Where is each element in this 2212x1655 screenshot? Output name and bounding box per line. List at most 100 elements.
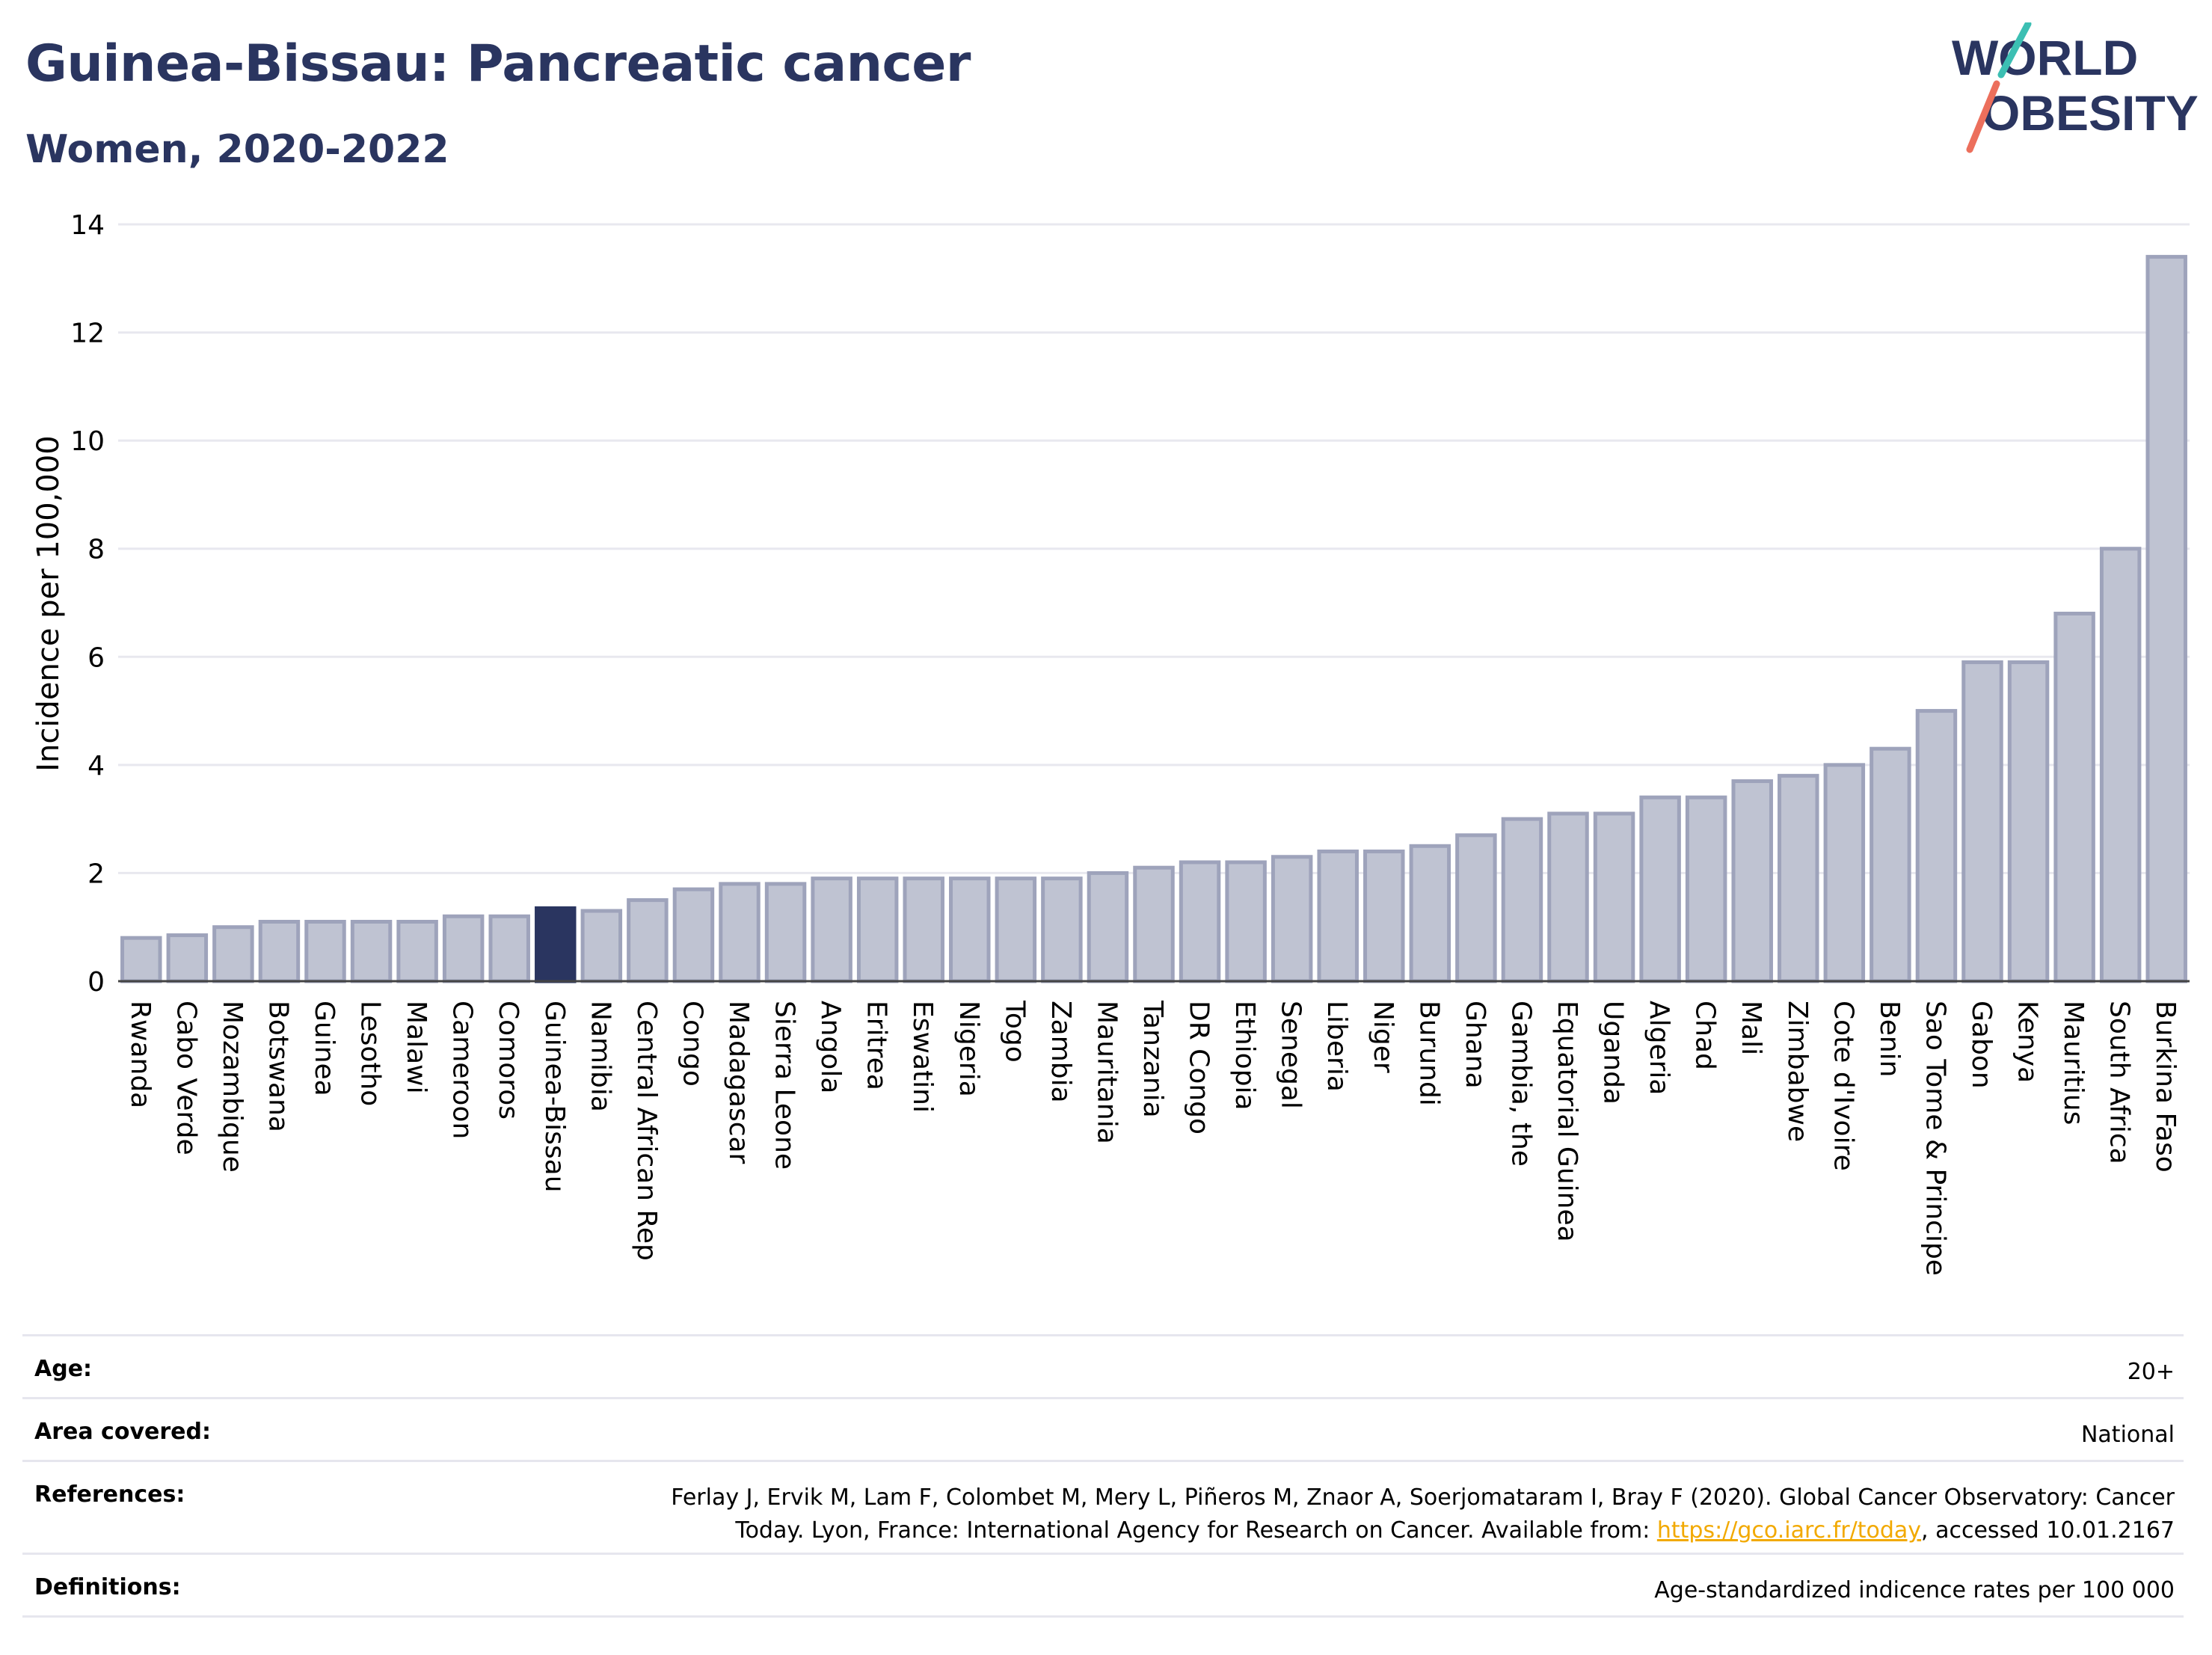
y-tick-label: 14 [70, 210, 105, 241]
x-tick-label: Togo [999, 1000, 1030, 1063]
bar-liberia [1317, 850, 1359, 983]
x-tick-label: Liberia [1321, 1001, 1352, 1092]
bar-cote-d-ivoire [1823, 763, 1866, 983]
x-tick-label: Namibia [585, 1001, 615, 1112]
x-tick-label: Algeria [1644, 1001, 1674, 1096]
bar-tanzania [1133, 865, 1175, 983]
x-tick-label: Uganda [1598, 1001, 1629, 1105]
x-tick-label: Mauritania [1091, 1001, 1122, 1144]
bar-gabon [1961, 660, 2003, 983]
x-tick-label: Equatorial Guinea [1552, 1001, 1582, 1242]
y-tick-label: 0 [87, 967, 105, 998]
x-tick-label: Guinea-Bissau [539, 1001, 570, 1193]
x-tick-label: Ethiopia [1229, 1001, 1260, 1111]
x-tick-labels: Rwanda Cabo Verde Mozambique Botswana Guinea… [125, 1000, 2181, 1276]
bar-uganda [1593, 811, 1635, 983]
bar-senegal [1271, 855, 1313, 983]
chart-title: Guinea-Bissau: Pancreatic cancer [25, 34, 971, 93]
x-tick-label: South Africa [2104, 1001, 2135, 1164]
bar-sierra-leone [764, 882, 807, 983]
bar-congo [672, 887, 715, 983]
bar-eritrea [856, 876, 899, 983]
x-tick-label: Gambia, the [1505, 1001, 1536, 1167]
y-tick-labels: 0 2 4 6 8 10 12 14 [70, 210, 105, 998]
logo-line2: OBESITY [1982, 85, 2199, 141]
definitions-value: Age-standardized indicence rates per 100… [1654, 1577, 2175, 1603]
x-tick-label: Zambia [1045, 1001, 1076, 1103]
bar-botswana [258, 919, 301, 983]
x-tick-label: Botswana [262, 1001, 293, 1132]
x-tick-label: Benin [1874, 1001, 1905, 1077]
x-tick-label: Eswatini [907, 1001, 938, 1113]
x-tick-label: Burkina Faso [2150, 1001, 2181, 1173]
x-tick-label: Madagascar [723, 1001, 754, 1164]
bar-eswatini [903, 876, 944, 983]
age-value: 20+ [2127, 1359, 2175, 1385]
x-tick-label: Nigeria [953, 1001, 984, 1097]
x-tick-label: Guinea [309, 1001, 340, 1096]
bar-zimbabwe [1778, 773, 1819, 983]
x-tick-label: Sierra Leone [769, 1001, 800, 1170]
bar-namibia [580, 909, 623, 983]
references-line2-pre: Today. Lyon, France: International Agenc… [735, 1517, 1657, 1544]
bar-cameroon [442, 914, 485, 983]
references-line1: Ferlay J, Ervik M, Lam F, Colombet M, Me… [671, 1484, 2175, 1511]
references-row: References: Ferlay J, Ervik M, Lam F, Co… [22, 1461, 2184, 1554]
definitions-row: Definitions: Age-standardized indicence … [22, 1553, 2184, 1617]
x-tick-label: Tanzania [1137, 1000, 1168, 1118]
x-tick-label: Malawi [401, 1001, 431, 1094]
bar-lesotho [350, 919, 393, 983]
bar-gambia-the [1501, 817, 1543, 983]
x-tick-label: Mauritius [2058, 1001, 2089, 1125]
x-tick-label: Central African Rep [631, 1001, 662, 1261]
x-tick-label: Zimbabwe [1782, 1001, 1813, 1142]
x-tick-label: Niger [1368, 1001, 1398, 1073]
bar-burundi [1409, 844, 1451, 983]
y-tick-label: 6 [87, 642, 105, 673]
bar-ethiopia [1225, 860, 1267, 983]
age-label: Age: [34, 1356, 93, 1382]
bar-cabo-verde [166, 933, 209, 983]
bar-south-africa [2099, 547, 2142, 983]
x-tick-label: Rwanda [125, 1001, 156, 1108]
y-tick-label: 12 [70, 319, 105, 349]
x-tick-label: Burundi [1413, 1001, 1444, 1106]
x-tick-label: Comoros [493, 1001, 523, 1120]
x-tick-label: Eritrea [861, 1001, 892, 1090]
y-tick-label: 2 [87, 859, 105, 889]
bar-benin [1870, 746, 1911, 983]
x-tick-label: Cameroon [447, 1001, 478, 1139]
x-tick-label: Kenya [2012, 1001, 2043, 1083]
bar-niger [1363, 850, 1405, 983]
references-value: Ferlay J, Ervik M, Lam F, Colombet M, Me… [483, 1461, 2184, 1554]
bar-guinea [304, 919, 346, 983]
bar-comoros [488, 914, 530, 983]
x-tick-label: Congo [677, 1001, 707, 1087]
x-tick-label: Senegal [1276, 1001, 1306, 1109]
bar-dr-congo [1179, 860, 1221, 983]
bar-zambia [1041, 876, 1083, 983]
x-tick-label: Cote d'Ivoire [1828, 1001, 1858, 1171]
bar-rwanda [120, 936, 162, 983]
x-tick-label: Gabon [1966, 1001, 1997, 1089]
references-link[interactable]: https://gco.iarc.fr/today [1656, 1517, 1922, 1544]
x-tick-label: Cabo Verde [170, 1001, 201, 1155]
chart-subtitle: Women, 2020-2022 [25, 127, 449, 172]
bar-mali [1731, 779, 1773, 983]
x-tick-label: Mali [1736, 1001, 1766, 1055]
x-tick-label: Mozambique [217, 1001, 248, 1173]
world-obesity-logo: WORLD OBESITY [1952, 22, 2199, 153]
x-tick-label: DR Congo [1184, 1001, 1214, 1134]
x-tick-label: Lesotho [355, 1001, 386, 1106]
bars [118, 254, 2190, 983]
bar-ghana [1455, 833, 1497, 983]
definitions-label: Definitions: [34, 1574, 181, 1600]
logo-line1: WORLD [1952, 30, 2138, 85]
y-tick-label: 4 [87, 751, 105, 782]
bar-burkina-faso [2145, 254, 2187, 983]
bar-algeria [1639, 795, 1681, 983]
bar-chad [1685, 795, 1727, 983]
metadata-table: Age: 20+ Area covered: National Referenc… [22, 1334, 2184, 1618]
bar-equatorial-guinea [1547, 811, 1589, 983]
references-label: References: [34, 1481, 185, 1508]
